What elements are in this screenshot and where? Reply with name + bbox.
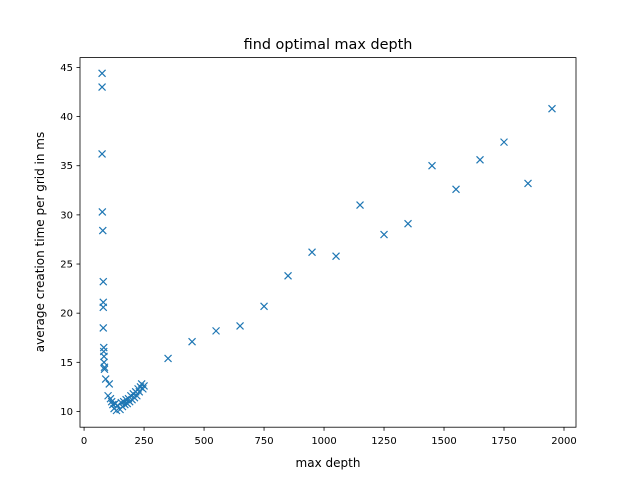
data-point (98, 226, 107, 235)
x-tick-label: 1750 (491, 436, 516, 447)
data-point (212, 326, 220, 335)
data-point (100, 365, 109, 374)
plot-frame (79, 57, 577, 428)
data-point (99, 277, 108, 286)
x-tick-label: 250 (135, 436, 154, 447)
y-tick-label: 35 (60, 161, 73, 172)
x-tick-label: 500 (195, 436, 214, 447)
data-point (500, 138, 508, 147)
data-point (132, 391, 141, 400)
y-axis-label: average creation time per grid in ms (33, 132, 47, 352)
x-tick-label: 2000 (551, 436, 576, 447)
data-point (98, 83, 107, 92)
data-point (332, 252, 340, 261)
data-point (284, 271, 292, 280)
y-tick-label: 40 (60, 112, 73, 123)
y-tick-label: 45 (60, 63, 73, 74)
data-point (99, 303, 108, 312)
data-point (105, 380, 114, 388)
data-point (188, 337, 196, 346)
data-point (120, 400, 129, 409)
x-tick-label: 1000 (311, 436, 336, 447)
data-point (452, 185, 460, 194)
data-point (260, 302, 268, 311)
data-point (140, 381, 148, 390)
data-point (308, 248, 316, 257)
data-point (99, 343, 108, 352)
data-point (236, 322, 244, 330)
chart-title: find optimal max depth (244, 37, 413, 53)
data-point (100, 352, 108, 361)
y-tick-label: 10 (60, 407, 73, 418)
x-tick-label: 750 (255, 436, 274, 447)
data-point (100, 363, 109, 372)
y-tick-label: 30 (60, 210, 73, 221)
data-point (98, 208, 107, 216)
data-point (548, 104, 556, 113)
data-point (99, 323, 108, 332)
data-point (380, 230, 388, 239)
data-point (98, 150, 107, 158)
y-tick-label: 15 (60, 358, 73, 369)
x-tick-label: 1250 (371, 436, 396, 447)
data-point (164, 354, 172, 363)
data-point (476, 155, 484, 164)
data-point (428, 161, 436, 170)
x-axis-label: max depth (296, 456, 361, 470)
data-point (524, 179, 532, 188)
x-tick-label: 1500 (431, 436, 456, 447)
data-point (404, 219, 412, 228)
y-tick-label: 25 (60, 260, 73, 271)
data-point (98, 69, 107, 78)
data-point (356, 201, 364, 209)
data-point (101, 375, 110, 383)
x-tick-label: 0 (81, 436, 87, 447)
y-tick-label: 20 (60, 309, 73, 320)
